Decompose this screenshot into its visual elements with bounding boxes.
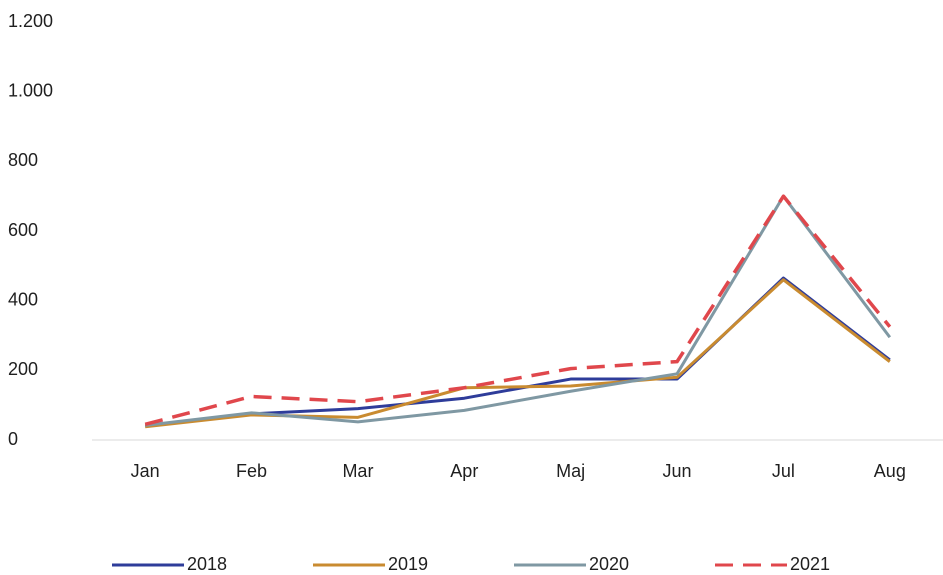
x-tick-label: Maj bbox=[556, 461, 585, 481]
x-tick-label: Apr bbox=[450, 461, 478, 481]
y-tick-label: 1.000 bbox=[8, 80, 53, 100]
series-line bbox=[145, 194, 892, 427]
legend-label: 2019 bbox=[388, 554, 428, 574]
series-line bbox=[145, 278, 891, 429]
series-line bbox=[145, 276, 891, 428]
y-tick-label: 200 bbox=[8, 359, 38, 379]
y-tick-label: 0 bbox=[8, 429, 18, 449]
y-tick-label: 1.200 bbox=[8, 11, 53, 31]
x-tick-label: Mar bbox=[342, 461, 373, 481]
x-tick-label: Feb bbox=[236, 461, 267, 481]
y-tick-label: 800 bbox=[8, 150, 38, 170]
legend-label: 2018 bbox=[187, 554, 227, 574]
x-tick-label: Jul bbox=[772, 461, 795, 481]
legend-label: 2020 bbox=[589, 554, 629, 574]
y-tick-label: 600 bbox=[8, 220, 38, 240]
x-tick-label: Aug bbox=[874, 461, 906, 481]
series-line bbox=[144, 194, 892, 427]
y-tick-label: 400 bbox=[8, 289, 38, 309]
x-tick-label: Jun bbox=[663, 461, 692, 481]
x-tick-label: Jan bbox=[131, 461, 160, 481]
legend-label: 2021 bbox=[790, 554, 830, 574]
